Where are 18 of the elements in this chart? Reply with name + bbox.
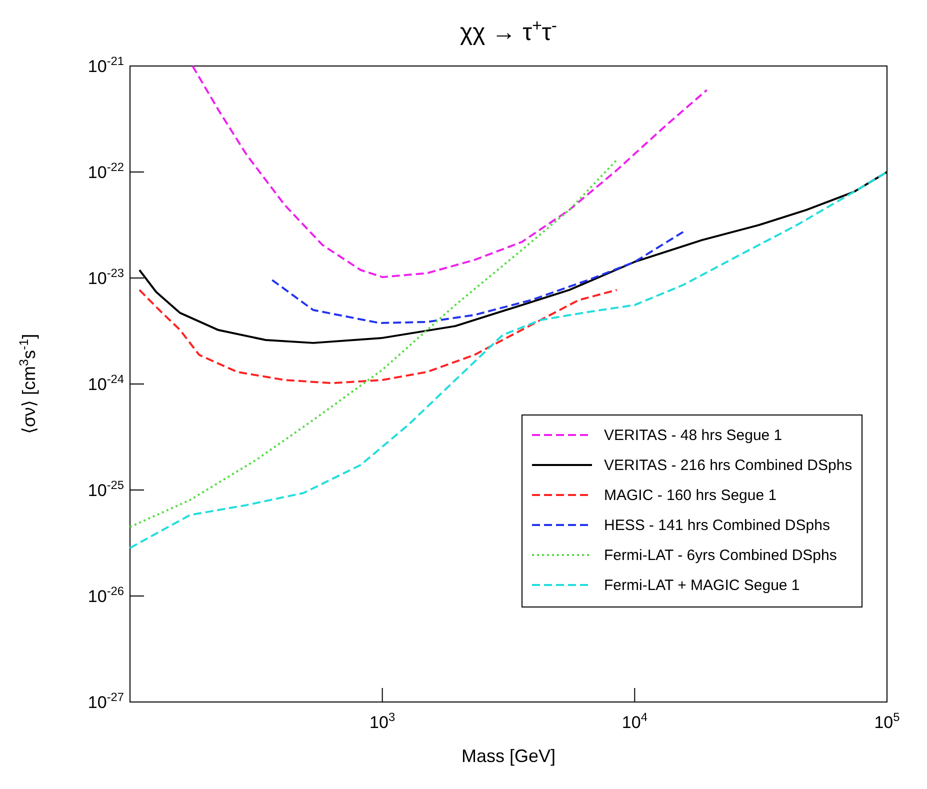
legend-label: Fermi-LAT - 6yrs Combined DSphs: [604, 547, 837, 564]
x-tick-label: 10$^{5}$: [874, 710, 900, 732]
chart-title: χχ → τ$^{+}$τ$^{-}$: [460, 16, 557, 46]
y-tick-label: 10$^{-22}$: [88, 160, 124, 182]
x-tick-label: 10$^{3}$: [370, 710, 396, 732]
legend-label: HESS - 141 hrs Combined DSphs: [604, 517, 830, 534]
legend-label: MAGIC - 160 hrs Segue 1: [604, 487, 777, 504]
y-tick-label: 10$^{-25}$: [88, 478, 124, 500]
y-tick-label: 10$^{-21}$: [88, 54, 124, 76]
y-tick-label: 10$^{-27}$: [88, 690, 124, 712]
x-tick-label: 10$^{4}$: [622, 710, 648, 732]
x-axis-title: Mass [GeV]: [461, 746, 556, 766]
y-tick-label: 10$^{-24}$: [88, 372, 124, 394]
legend-label: VERITAS - 48 hrs Segue 1: [604, 427, 782, 444]
legend-label: Fermi-LAT + MAGIC Segue 1: [604, 577, 800, 594]
y-tick-label: 10$^{-26}$: [88, 584, 124, 606]
y-tick-label: 10$^{-23}$: [88, 266, 124, 288]
legend-label: VERITAS - 216 hrs Combined DSphs: [604, 457, 852, 474]
